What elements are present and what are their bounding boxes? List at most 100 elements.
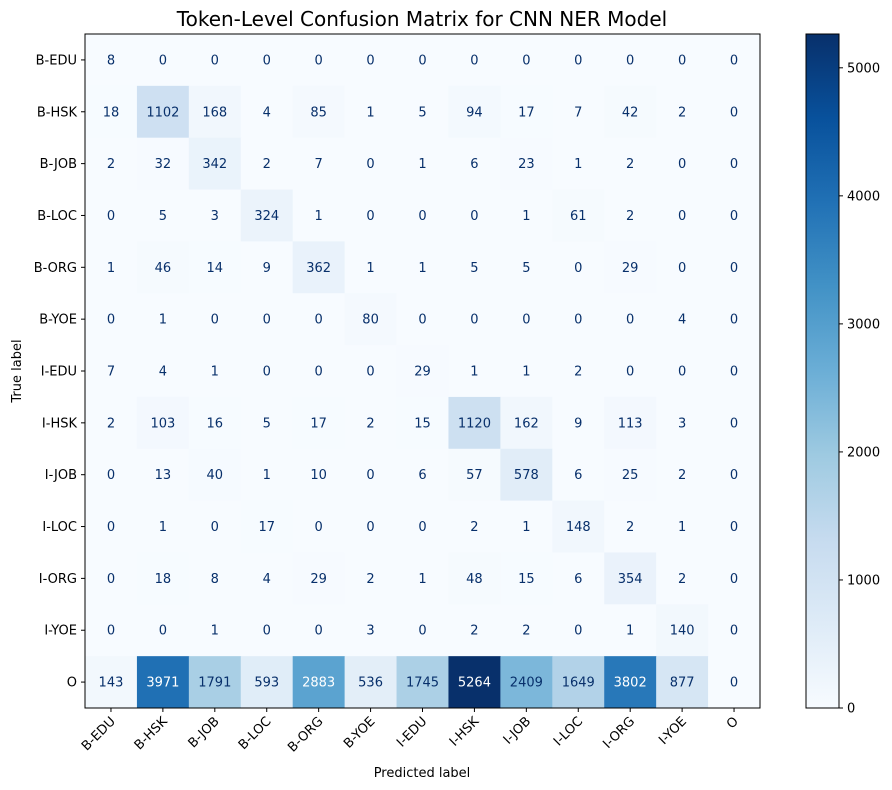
cell-value-label: 324 — [254, 209, 279, 224]
cell-value-label: 0 — [366, 365, 374, 380]
y-tick-label: I-ORG — [39, 572, 77, 587]
cell-value-label: 1 — [522, 520, 530, 535]
heatmap-cell — [85, 552, 138, 605]
heatmap-cell — [396, 241, 449, 294]
heatmap-cell — [188, 656, 242, 709]
cell-value-label: 0 — [574, 624, 582, 639]
cell-value-label: 1 — [522, 209, 530, 224]
heatmap-cell — [188, 396, 242, 450]
heatmap-cell — [656, 345, 709, 398]
cell-value-label: 0 — [730, 53, 738, 68]
cell-value-label: 2 — [678, 468, 686, 483]
cell-value-label: 2 — [626, 157, 634, 172]
cell-value-label: 0 — [730, 468, 738, 483]
cell-value-label: 103 — [150, 416, 175, 431]
cell-value-label: 25 — [622, 468, 639, 483]
heatmap-cell — [604, 293, 657, 346]
cell-value-label: 1 — [626, 624, 634, 639]
cell-value-label: 1 — [418, 261, 426, 276]
heatmap-cell — [500, 241, 553, 294]
cell-value-label: 1 — [522, 365, 530, 380]
cell-value-label: 0 — [159, 53, 167, 68]
heatmap-cell — [136, 34, 190, 87]
cell-value-label: 3971 — [146, 676, 179, 691]
cell-value-label: 0 — [678, 261, 686, 276]
heatmap-cell — [292, 500, 346, 553]
heatmap-cell — [292, 396, 346, 450]
heatmap-cell — [344, 189, 398, 242]
heatmap-cell — [85, 241, 138, 294]
heatmap-cell — [708, 500, 761, 553]
x-tick-label: B-ORG — [285, 714, 326, 755]
x-tick-label: B-YOE — [341, 714, 378, 751]
heatmap-cell — [136, 85, 190, 139]
y-tick-label: B-JOB — [40, 157, 77, 172]
cell-value-label: 9 — [574, 416, 582, 431]
cell-value-label: 1745 — [406, 676, 439, 691]
cell-value-label: 42 — [622, 105, 639, 120]
cell-value-label: 2 — [470, 624, 478, 639]
y-axis-label: True label — [10, 339, 25, 403]
cell-value-label: 1102 — [146, 105, 179, 120]
colorbar-tick-label: 4000 — [847, 189, 880, 204]
heatmap-cell — [396, 604, 449, 657]
cell-value-label: 0 — [315, 53, 323, 68]
cell-value-label: 8 — [107, 53, 115, 68]
heatmap-cell — [708, 604, 761, 657]
cell-value-label: 0 — [678, 209, 686, 224]
cell-value-label: 1 — [159, 520, 167, 535]
heatmap-cell — [448, 34, 501, 87]
cell-value-label: 29 — [622, 261, 639, 276]
cell-value-label: 57 — [466, 468, 483, 483]
heatmap-cell — [552, 396, 605, 450]
heatmap-cell — [396, 552, 449, 605]
heatmap-cell — [500, 448, 553, 502]
cell-value-label: 0 — [366, 157, 374, 172]
heatmap-cell — [396, 34, 449, 87]
heatmap-cell — [396, 85, 449, 139]
cell-value-label: 0 — [211, 520, 219, 535]
heatmap-cell — [500, 656, 553, 709]
cell-value-label: 1 — [211, 365, 219, 380]
x-tick-label: B-JOB — [186, 714, 223, 751]
heatmap-cell — [500, 85, 553, 139]
cell-value-label: 7 — [315, 157, 323, 172]
cell-value-label: 0 — [418, 313, 426, 328]
cell-value-label: 593 — [254, 676, 279, 691]
cell-value-label: 1649 — [562, 676, 595, 691]
colorbar-gradient — [805, 33, 840, 709]
heatmap-cell — [604, 448, 657, 502]
cell-value-label: 140 — [670, 624, 695, 639]
cell-value-label: 80 — [362, 313, 379, 328]
heatmap-cell — [136, 448, 190, 502]
heatmap-cell — [604, 241, 657, 294]
cell-value-label: 85 — [310, 105, 327, 120]
y-axis-ticks: B-EDU B-HSK B-JOB B-LOC B-ORG B-YOE I-EDU I-HSK… — [34, 53, 85, 691]
cell-value-label: 162 — [514, 416, 539, 431]
heatmap-cells — [85, 34, 761, 709]
cell-value-label: 15 — [518, 572, 535, 587]
heatmap-cell — [136, 293, 190, 346]
cell-value-label: 3 — [366, 624, 374, 639]
cell-value-label: 0 — [470, 313, 478, 328]
colorbar-tick-label: 5000 — [847, 61, 880, 76]
cell-value-label: 1 — [678, 520, 686, 535]
cell-value-label: 0 — [418, 209, 426, 224]
heatmap-cell — [344, 604, 398, 657]
cell-value-label: 48 — [466, 572, 483, 587]
cell-value-label: 40 — [207, 468, 224, 483]
y-tick-label: B-YOE — [39, 313, 77, 328]
heatmap-cell — [292, 241, 346, 294]
heatmap-cell — [656, 604, 709, 657]
heatmap-cell — [656, 241, 709, 294]
heatmap-cell — [708, 85, 761, 139]
heatmap-cell — [136, 189, 190, 242]
heatmap-cell — [708, 396, 761, 450]
cell-value-label: 0 — [626, 53, 634, 68]
cell-value-label: 2 — [574, 365, 582, 380]
cell-value-label: 15 — [414, 416, 431, 431]
cell-value-label: 1 — [315, 209, 323, 224]
heatmap-cell — [448, 604, 501, 657]
cell-value-label: 16 — [207, 416, 224, 431]
x-tick-label: I-YOE — [656, 714, 690, 748]
